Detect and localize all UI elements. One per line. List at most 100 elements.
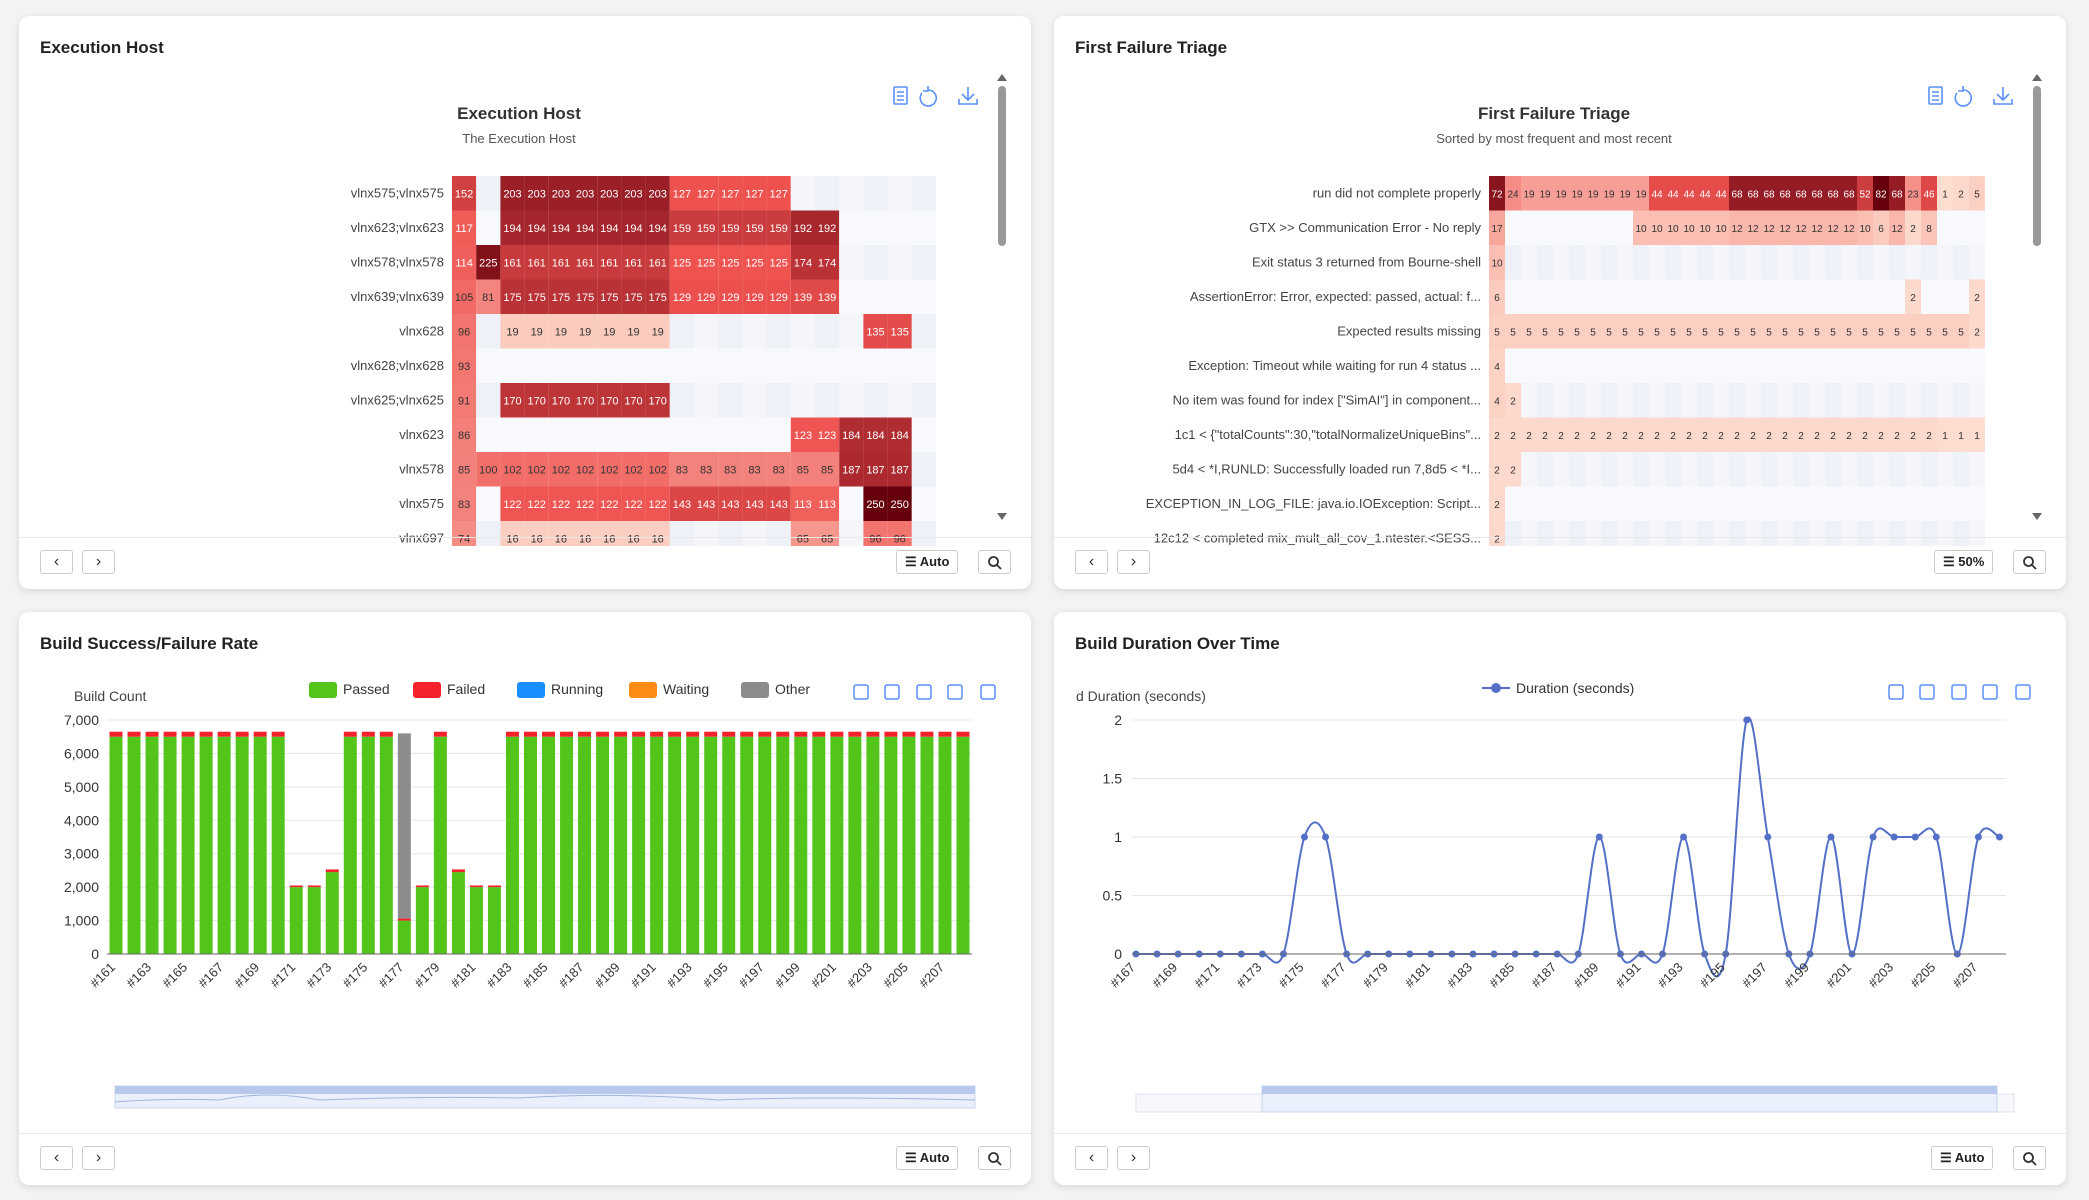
heatmap-cell-empty <box>1841 486 1857 521</box>
next-button[interactable]: › <box>1117 550 1150 574</box>
heatmap-cell-label: 19 <box>1587 189 1599 200</box>
heatmap-cell-label: 117 <box>455 223 473 235</box>
heatmap-cell-label: 83 <box>676 464 688 476</box>
prev-button[interactable]: ‹ <box>40 550 73 574</box>
heatmap-cell <box>645 245 670 280</box>
data-view-icon[interactable] <box>1951 684 1967 700</box>
heatmap-cell-label: 93 <box>458 361 470 373</box>
download-icon[interactable] <box>958 87 978 105</box>
heatmap-cell-empty <box>790 176 815 211</box>
heatmap-cell-empty <box>1617 486 1633 521</box>
prev-button[interactable]: ‹ <box>1075 550 1108 574</box>
heatmap-cell <box>548 521 573 546</box>
next-button[interactable]: › <box>1117 1146 1150 1170</box>
heatmap-cell-empty <box>1633 279 1649 314</box>
next-button[interactable]: › <box>82 550 115 574</box>
heatmap-cell-label: 2 <box>1510 465 1516 476</box>
heatmap-cell-empty <box>1521 521 1537 546</box>
heatmap-cell-label: 113 <box>794 499 812 511</box>
refresh-icon[interactable] <box>1954 86 1973 107</box>
download-icon[interactable] <box>2015 684 2031 700</box>
zoom-button[interactable] <box>2013 1146 2046 1170</box>
heatmap-cell-empty <box>839 314 864 349</box>
heatmap-cell-label: 19 <box>506 326 518 338</box>
scroll-up-icon[interactable] <box>996 72 1008 82</box>
heatmap-cell-empty <box>1649 348 1665 383</box>
download-icon[interactable] <box>980 684 996 700</box>
data-view-icon[interactable] <box>1928 86 1943 105</box>
heatmap-cell <box>1873 176 1889 211</box>
bar-failed <box>199 731 213 737</box>
heatmap-cell-label: 52 <box>1859 189 1871 200</box>
heatmap-cell-label: 127 <box>770 188 788 200</box>
heatmap-cell-empty <box>1681 452 1697 487</box>
heatmap-cell-empty <box>887 383 912 418</box>
bar-failed <box>830 731 844 737</box>
bar-passed <box>325 872 339 954</box>
heatmap-cell <box>1809 417 1825 452</box>
x-tick-label: #169 <box>1149 960 1180 991</box>
heatmap-cell <box>1921 210 1937 245</box>
heatmap-cell-empty <box>1569 348 1585 383</box>
zoom-reset-icon[interactable] <box>884 684 900 700</box>
scroll-up-icon[interactable] <box>2031 72 2043 82</box>
bar-passed <box>433 736 447 954</box>
data-point <box>1680 833 1688 841</box>
prev-button[interactable]: ‹ <box>1075 1146 1108 1170</box>
auto-button[interactable]: ☰ Auto <box>896 550 959 574</box>
heatmap-cell <box>1937 417 1953 452</box>
heatmap-cell-label: 2 <box>1494 465 1500 476</box>
heatmap-cell-label: 203 <box>503 188 521 200</box>
refresh-icon[interactable] <box>1982 684 1998 700</box>
heatmap-cell-label: 175 <box>576 292 594 304</box>
heatmap-cell-label: 2 <box>1494 500 1500 511</box>
data-view-icon[interactable] <box>916 684 932 700</box>
zoom-icon[interactable] <box>1888 684 1904 700</box>
zoom-button[interactable] <box>978 1146 1011 1170</box>
heatmap-cell-empty <box>887 279 912 314</box>
heatmap-cell <box>1505 314 1521 349</box>
heatmap-cell <box>1553 417 1569 452</box>
scroll-down-icon[interactable] <box>996 512 1008 522</box>
zoom-level-button[interactable]: ☰ 50% <box>1934 550 1994 574</box>
heatmap-cell <box>621 486 646 521</box>
heatmap-cell <box>1681 210 1697 245</box>
vertical-scrollbar[interactable] <box>998 86 1006 246</box>
heatmap-cell <box>1729 417 1745 452</box>
heatmap-cell-empty <box>573 348 598 383</box>
zoom-button[interactable] <box>2013 550 2046 574</box>
heatmap-cell <box>790 452 815 487</box>
heatmap-cell-empty <box>1729 348 1745 383</box>
heatmap-cell-label: 85 <box>797 464 809 476</box>
scroll-down-icon[interactable] <box>2031 512 2043 522</box>
zoom-icon[interactable] <box>853 684 869 700</box>
zoom-reset-icon[interactable] <box>1919 684 1935 700</box>
heatmap-cell-empty <box>1713 279 1729 314</box>
row-label: vlnx628 <box>399 323 444 338</box>
vertical-scrollbar[interactable] <box>2033 86 2041 246</box>
auto-button[interactable]: ☰ Auto <box>896 1146 959 1170</box>
download-icon[interactable] <box>1993 87 2013 105</box>
heatmap-cell-empty <box>790 348 815 383</box>
heatmap-cell-label: 16 <box>652 533 664 545</box>
heatmap-cell-label: 44 <box>1651 189 1663 200</box>
zoom-button[interactable] <box>978 550 1011 574</box>
heatmap-cell-label: 24 <box>1507 189 1519 200</box>
heatmap-cell-label: 250 <box>891 499 909 511</box>
heatmap-cell-label: 16 <box>531 533 543 545</box>
heatmap-cell <box>524 521 549 546</box>
heatmap-cell-empty <box>1761 383 1777 418</box>
heatmap-cell-label: 5 <box>1974 189 1980 200</box>
heatmap-cell-label: 1 <box>1958 431 1964 442</box>
prev-button[interactable]: ‹ <box>40 1146 73 1170</box>
heatmap-cell-empty <box>1889 245 1905 280</box>
heatmap-cell-empty <box>718 314 743 349</box>
heatmap-cell-empty <box>1585 348 1601 383</box>
refresh-icon[interactable] <box>919 86 938 107</box>
refresh-icon[interactable] <box>947 684 963 700</box>
data-view-icon[interactable] <box>893 86 908 105</box>
next-button[interactable]: › <box>82 1146 115 1170</box>
chart-title: Execution Host <box>457 104 581 123</box>
auto-button[interactable]: ☰ Auto <box>1931 1146 1994 1170</box>
bar-passed <box>902 736 916 954</box>
